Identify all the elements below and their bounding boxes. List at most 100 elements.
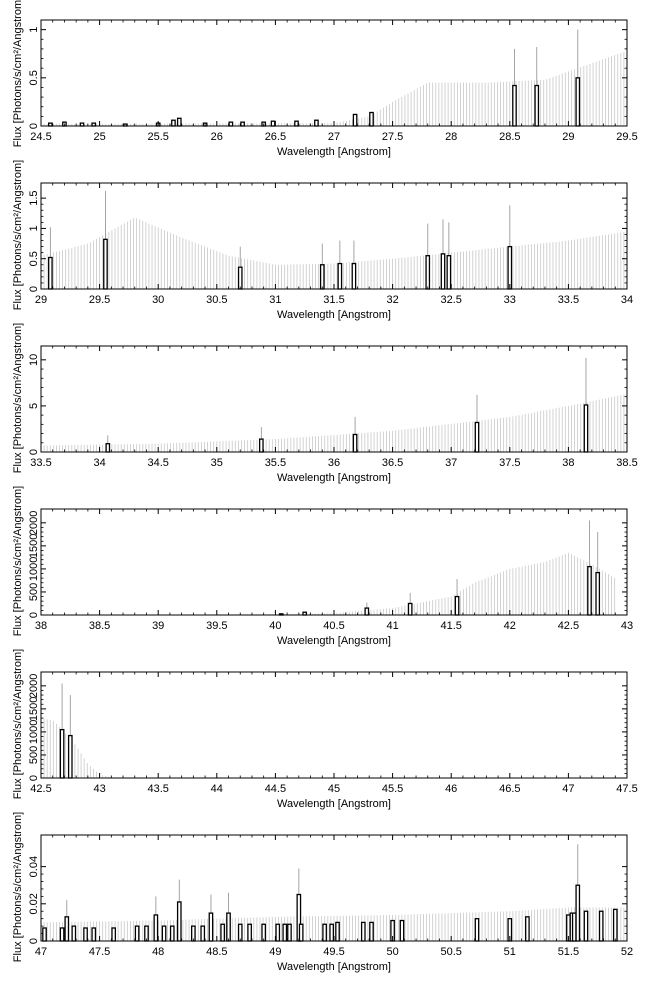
plot-frame [40, 508, 628, 616]
flux-bar [583, 404, 589, 453]
x-tick-label: 44.5 [265, 783, 286, 795]
chart-svg: 29 29.5 30 30.5 31 31.5 32 32.5 33 33.5 34 0 0.5 1 1.5 [28, 182, 633, 306]
flux-bar [91, 927, 97, 942]
flux-bar [351, 262, 357, 290]
y-tick-label: 0 [28, 938, 40, 944]
x-tick-label: 31.5 [323, 294, 344, 306]
x-tick-label: 50.5 [440, 946, 461, 958]
flux-bar [48, 256, 53, 290]
y-axis-label: Flux [Photons/s/cm²/Angstrom] [12, 322, 24, 474]
x-tick-label: 46.5 [499, 783, 520, 795]
y-tick-label: 0.04 [28, 856, 40, 877]
y-axis-label: Flux [Photons/s/cm²/Angstrom] [12, 648, 24, 800]
y-tick-label: 5 [28, 403, 40, 409]
x-tick-label: 36.5 [382, 457, 403, 469]
error-envelope [40, 393, 628, 452]
x-tick-label: 52 [621, 946, 633, 958]
x-tick-label: 32.5 [440, 294, 461, 306]
x-tick-label: 27 [328, 131, 340, 143]
x-tick-label: 29 [562, 131, 574, 143]
flux-bar [169, 925, 175, 942]
flux-bar [42, 927, 47, 942]
flux-bar [208, 912, 214, 942]
chart-svg: 33.5 34 34.5 35 35.5 36 36.5 37 37.5 38 38.5 0 5 10 [28, 345, 638, 469]
flux-bars [278, 520, 601, 616]
flux-bars [59, 683, 73, 779]
x-tick-label: 43.5 [147, 783, 168, 795]
flux-bar [237, 266, 243, 290]
flux-bar [240, 121, 245, 127]
chart-svg: 38 38.5 39 39.5 40 40.5 41 41.5 42 42.5 43 0 500 1000… [28, 508, 633, 632]
flux-bar [171, 119, 176, 127]
flux-bar [287, 923, 292, 942]
flux-bar [407, 602, 413, 616]
x-tick-label: 46 [445, 783, 457, 795]
x-tick-label: 40.5 [323, 620, 344, 632]
y-tick-label: 2000 [28, 511, 40, 535]
flux-bar [294, 120, 299, 127]
flux-bar [425, 255, 431, 290]
x-tick-label: 45.5 [382, 783, 403, 795]
error-envelope [40, 50, 628, 126]
x-tick-label: 50 [386, 946, 398, 958]
flux-bar [161, 925, 167, 942]
x-axis-label: Wavelength [Angstrom] [277, 472, 391, 484]
flux-bar [83, 927, 88, 942]
flux-bar [512, 84, 517, 127]
x-tick-label: 47.5 [89, 946, 110, 958]
y-tick-label: 500 [28, 583, 40, 601]
x-tick-label: 43 [93, 783, 105, 795]
x-axis-label: Wavelength [Angstrom] [277, 635, 391, 647]
flux-bars [48, 29, 581, 127]
flux-bar [335, 921, 340, 942]
x-tick-label: 26 [211, 131, 223, 143]
spectrum-panel: 47 47.5 48 48.5 49 49.5 50 50.5 51 51.5 52 0 0.02 0.0… [0, 812, 647, 978]
chart-svg: 24.5 25 25.5 26 26.5 27 27.5 28 28.5 29 29.5 0 0.5 1 [28, 19, 638, 143]
flux-bar [474, 421, 480, 453]
x-axis-label: Wavelength [Angstrom] [277, 309, 391, 321]
flux-bar [59, 728, 65, 779]
x-tick-label: 38.5 [89, 620, 110, 632]
flux-bar [337, 262, 343, 290]
x-tick-label: 35.5 [265, 457, 286, 469]
x-tick-label: 37 [445, 457, 457, 469]
flux-bar [226, 912, 231, 942]
y-axis-label: Flux [Photons/s/cm²/Angstrom] [12, 0, 24, 148]
y-tick-label: 0 [28, 775, 40, 781]
x-tick-label: 29.5 [616, 131, 637, 143]
flux-bars [105, 357, 589, 453]
y-tick-label: 0.5 [28, 70, 40, 85]
x-tick-label: 29 [35, 294, 47, 306]
x-tick-label: 49.5 [323, 946, 344, 958]
y-tick-label: 1 [28, 225, 40, 231]
flux-bar [275, 923, 281, 942]
flux-bar [583, 910, 589, 942]
y-tick-label: 500 [28, 746, 40, 764]
flux-bar [298, 923, 304, 942]
y-axis-label: Flux [Photons/s/cm²/Angstrom] [12, 485, 24, 637]
flux-bar [525, 916, 530, 942]
y-tick-label: 0 [28, 612, 40, 618]
x-tick-label: 27.5 [382, 131, 403, 143]
flux-bar [575, 77, 581, 127]
x-tick-label: 33.5 [558, 294, 579, 306]
flux-bar [270, 120, 276, 127]
flux-bar [111, 927, 117, 942]
x-tick-label: 44 [211, 783, 223, 795]
flux-bar [103, 238, 108, 290]
x-tick-label: 51.5 [558, 946, 579, 958]
x-tick-label: 38 [562, 457, 574, 469]
y-tick-label: 1500 [28, 534, 40, 558]
flux-bar [228, 121, 234, 127]
x-tick-label: 24.5 [30, 131, 51, 143]
flux-bar [200, 925, 206, 942]
x-tick-label: 34 [621, 294, 633, 306]
x-tick-label: 40 [269, 620, 281, 632]
x-tick-label: 47.5 [616, 783, 637, 795]
x-tick-label: 49 [269, 946, 281, 958]
flux-bar [575, 884, 581, 942]
x-tick-label: 39.5 [206, 620, 227, 632]
flux-bar [282, 923, 288, 942]
flux-bars [48, 190, 513, 290]
